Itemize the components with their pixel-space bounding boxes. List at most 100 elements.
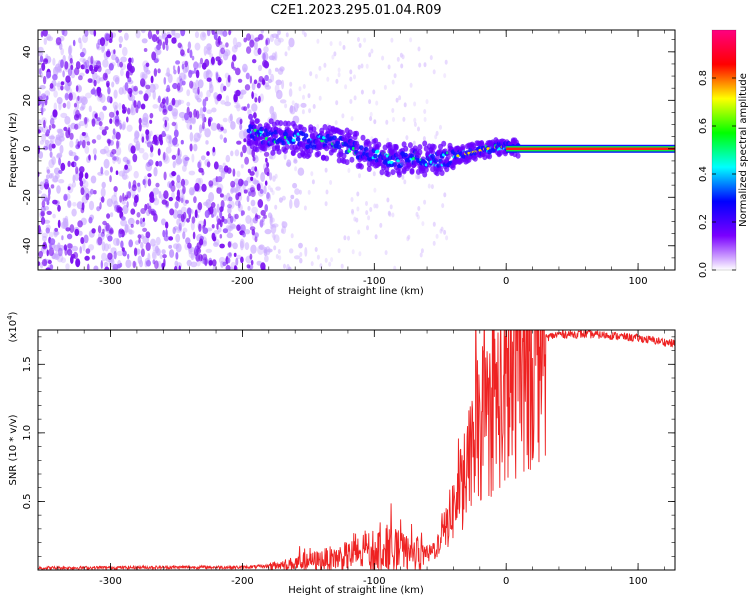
noise-blob [211,232,216,241]
noise-blob [184,112,189,121]
signal-halo [270,149,276,156]
noise-blob [240,256,244,264]
noise-blob [259,219,264,228]
noise-blob [372,89,376,95]
noise-blob [272,233,276,241]
noise-blob [184,156,190,161]
colorbar-frame [711,29,737,271]
noise-blob [67,160,71,167]
noise-blob [90,188,94,195]
noise-blob [119,61,123,68]
noise-blob [122,156,129,163]
noise-blob [330,257,334,263]
noise-blob [73,155,79,162]
noise-blob [417,126,420,132]
noise-blob [399,52,403,58]
spectrogram-frame [37,29,676,271]
noise-blob [194,31,200,39]
noise-blob [140,30,146,34]
noise-blob [127,253,130,260]
noise-blob [75,61,81,70]
noise-blob [115,146,122,156]
noise-blob [57,247,63,257]
noise-blob [58,157,62,166]
noise-blob [120,69,124,77]
noise-blob [84,30,89,37]
x-tick-label: 0 [503,576,509,587]
noise-blob [109,166,113,173]
noise-blob [249,253,253,260]
noise-blob [70,253,76,259]
noise-blob [425,99,429,105]
noise-blob [98,121,103,127]
signal-halo [444,166,450,173]
noise-blob [66,233,73,240]
noise-blob [39,55,44,63]
noise-blob [323,62,327,68]
noise-blob [331,54,335,60]
noise-blob [422,136,426,142]
noise-blob [51,156,56,166]
noise-blob [52,74,58,81]
noise-blob [88,244,95,251]
noise-blob [344,84,348,90]
noise-blob [106,198,113,208]
noise-blob [151,51,157,61]
noise-blob [198,223,202,232]
noise-blob [146,162,151,167]
noise-blob [202,121,205,130]
noise-blob [193,108,198,118]
noise-blob [44,178,49,185]
signal-halo [248,113,254,120]
noise-blob [48,231,54,238]
noise-blob [387,64,391,70]
noise-blob [79,166,85,173]
noise-blob [257,199,264,208]
noise-blob [103,261,109,268]
noise-blob [48,143,53,152]
noise-blob [401,174,405,180]
noise-blob [147,30,153,40]
noise-blob [79,180,84,187]
noise-blob [210,56,215,65]
noise-blob [45,174,50,180]
noise-blob [415,211,419,217]
noise-blob [192,231,196,240]
noise-blob [274,67,279,72]
noise-blob [419,252,423,258]
signal-halo [406,161,412,168]
noise-blob [93,66,98,73]
noise-blob [130,145,136,154]
noise-blob [165,87,171,93]
noise-blob [102,220,107,226]
signal-halo [349,156,355,163]
snr-content [38,330,675,570]
noise-blob [200,31,207,41]
noise-blob [177,213,183,219]
noise-blob [92,148,97,155]
noise-blob [66,100,71,110]
noise-blob [84,117,88,125]
noise-blob [109,175,112,183]
signal-halo [254,118,260,125]
noise-blob [127,217,135,226]
noise-blob [271,106,275,112]
noise-blob [218,187,223,195]
noise-blob [112,263,119,270]
noise-blob [49,173,53,179]
noise-blob [159,254,163,260]
noise-blob [113,89,118,99]
noise-blob [220,47,226,55]
noise-blob [46,199,50,206]
noise-blob [124,164,128,170]
noise-blob [245,72,250,80]
noise-blob [48,135,56,140]
noise-blob [182,231,186,240]
noise-blob [310,171,314,177]
noise-blob [212,259,217,267]
x-tick-label: 100 [629,276,648,287]
noise-blob [197,202,203,211]
noise-blob [439,124,442,130]
noise-blob [254,97,258,103]
